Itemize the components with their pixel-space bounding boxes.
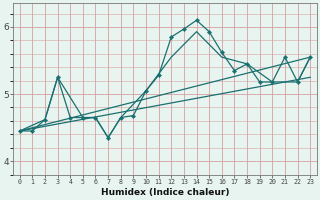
X-axis label: Humidex (Indice chaleur): Humidex (Indice chaleur): [101, 188, 229, 197]
